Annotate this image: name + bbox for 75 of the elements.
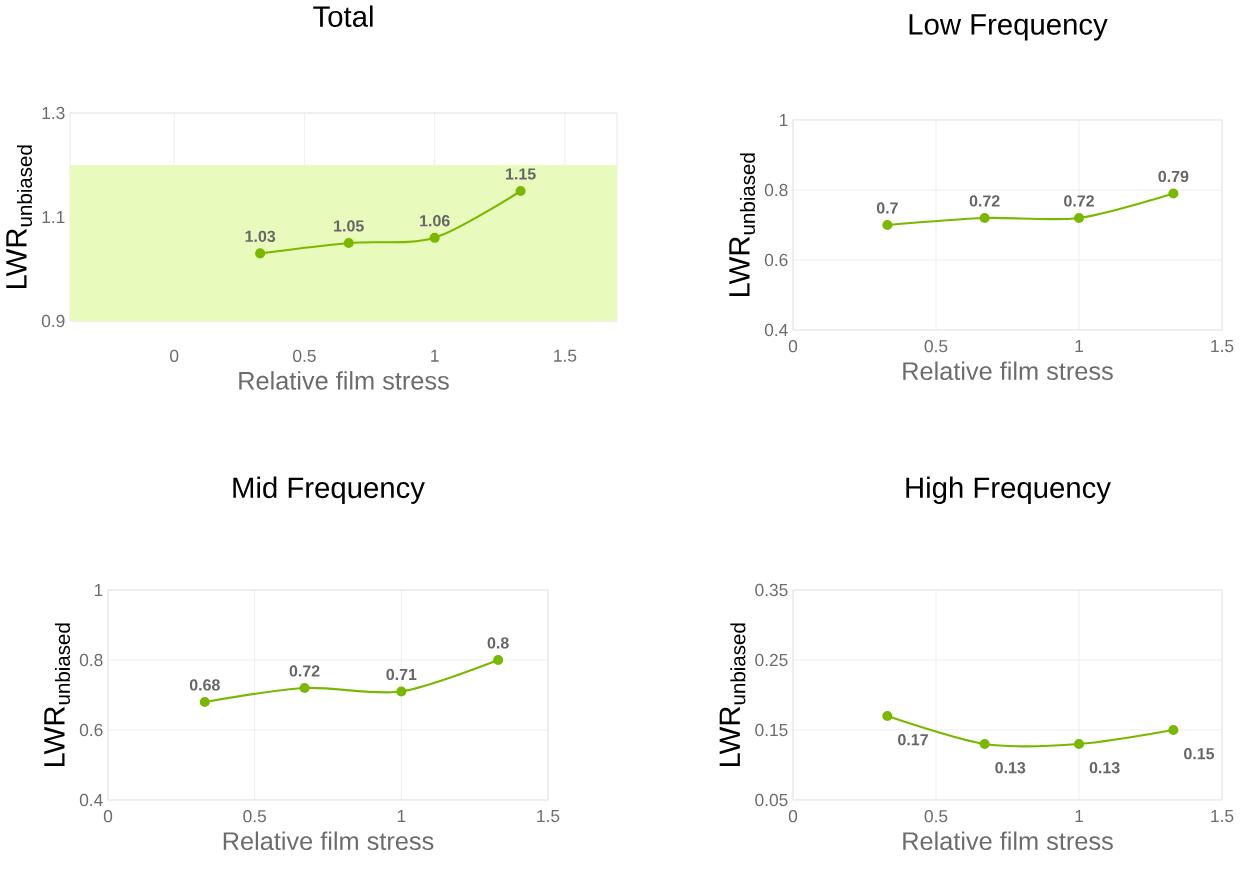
x-tick-label: 1.5	[554, 349, 577, 362]
data-label: 1.15	[506, 168, 536, 180]
data-label: 0.72	[969, 195, 1000, 207]
data-label: 1.05	[334, 220, 364, 232]
y-tick-label: 0.4	[79, 793, 103, 807]
chart-title: Total	[313, 5, 373, 27]
point	[343, 237, 354, 249]
y-tick-label: 0.15	[755, 723, 788, 737]
x-axis-title: Relative film stress	[903, 361, 1113, 381]
y-axis-title: LWR$_{unbiased}$	[719, 623, 746, 767]
x-tick-label: 0.5	[924, 810, 948, 823]
data-label: 0.8	[487, 637, 509, 649]
data-label: 0.7	[876, 202, 898, 214]
y-tick-label: 0.25	[755, 653, 788, 667]
point	[882, 710, 893, 722]
y-tick-label: 1	[94, 584, 103, 596]
x-tick-label: 0.5	[924, 340, 948, 353]
point	[979, 212, 990, 224]
point	[493, 654, 504, 666]
y-tick-label: 0.9	[41, 314, 65, 328]
x-tick-label: 1	[1075, 810, 1083, 822]
data-label: 0.68	[189, 679, 220, 691]
data-label: 0.17	[898, 734, 928, 746]
x-tick-label: 0	[788, 340, 798, 353]
chart-title: Mid Frequency	[233, 476, 425, 504]
y-tick-label: 0.8	[79, 653, 103, 667]
y-tick-label: 0.05	[755, 793, 788, 807]
chart-title: High Frequency	[906, 476, 1111, 504]
data-label: 0.13	[995, 762, 1026, 774]
point	[429, 232, 440, 243]
point	[882, 219, 893, 231]
y-tick-label: 0.4	[764, 323, 788, 337]
y-tick-label: 1.3	[42, 106, 65, 120]
data-label: 0.71	[386, 668, 417, 681]
y-tick-label: 0.6	[79, 723, 103, 737]
y-tick-label: 1	[779, 114, 788, 126]
data-label: 0.79	[1158, 170, 1189, 183]
x-tick-label: 1	[1075, 340, 1083, 352]
point	[515, 185, 526, 197]
x-axis-title: Relative film stress	[223, 831, 434, 851]
data-label: 0.72	[1064, 195, 1094, 207]
x-tick-label: 0	[788, 810, 798, 823]
x-tick-label: 1	[431, 349, 439, 362]
x-tick-label: 1.5	[1211, 340, 1234, 353]
point	[1073, 738, 1085, 750]
y-tick-label: 0.35	[755, 583, 788, 597]
x-tick-label: 0	[170, 349, 179, 362]
point	[255, 248, 266, 259]
y-axis-title: LWR$_{unbiased}$	[729, 153, 756, 297]
x-axis-title: Relative film stress	[239, 371, 449, 390]
data-label: 1.06	[420, 215, 450, 227]
data-label: 0.13	[1089, 762, 1120, 774]
x-tick-label: 1.5	[537, 810, 560, 823]
data-label: 0.72	[289, 665, 320, 677]
x-tick-label: 1	[397, 810, 406, 822]
x-axis-title: Relative film stress	[903, 831, 1113, 851]
point	[1168, 724, 1179, 736]
x-tick-label: 0.5	[243, 810, 266, 823]
y-tick-label: 0.8	[764, 183, 788, 197]
chart-title: Low Frequency	[909, 14, 1108, 41]
data-label: 1.03	[245, 230, 276, 243]
data-label: 0.15	[1184, 748, 1215, 760]
y-axis-title: LWR$_{unbiased}$	[6, 145, 33, 289]
x-tick-label: 0	[103, 810, 113, 823]
point	[299, 682, 310, 694]
point	[199, 696, 210, 708]
point	[1073, 212, 1085, 224]
x-tick-label: 0.5	[293, 349, 316, 362]
x-tick-label: 1.5	[1211, 810, 1234, 823]
y-tick-label: 0.6	[764, 253, 788, 267]
point	[396, 686, 407, 697]
point	[1168, 188, 1179, 199]
y-tick-label: 1.1	[42, 211, 65, 223]
y-axis-title: LWR$_{unbiased}$	[44, 623, 71, 767]
point	[979, 738, 990, 750]
